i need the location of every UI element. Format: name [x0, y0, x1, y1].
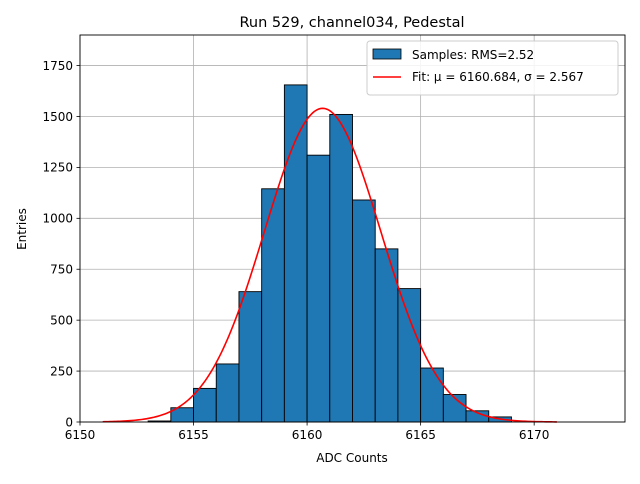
fit-curve: [102, 107, 557, 423]
y-tick-label: 1500: [42, 110, 73, 124]
x-axis-label: ADC Counts: [316, 451, 388, 465]
histogram-bar: [329, 113, 353, 423]
x-axis-ticks: 6150 6155 6160 6165 6170: [65, 422, 550, 442]
y-tick-label: 1250: [42, 161, 73, 175]
legend-label-fit: Fit: μ = 6160.684, σ = 2.567: [412, 70, 584, 84]
y-tick-label: 1750: [42, 59, 73, 73]
x-tick-label: 6155: [178, 428, 209, 442]
histogram-bar: [238, 291, 263, 423]
plot-frame: [79, 34, 626, 423]
histogram-bar: [283, 84, 308, 423]
y-tick-label: 750: [50, 263, 73, 277]
y-tick-label: 0: [65, 415, 73, 429]
histogram-bar: [352, 199, 376, 423]
y-axis-label: Entries: [15, 208, 29, 250]
histogram-bar: [215, 363, 240, 423]
histogram-bars: [147, 84, 512, 423]
x-tick-label: 6160: [292, 428, 323, 442]
y-tick-label: 500: [50, 313, 73, 327]
histogram-bar: [193, 387, 217, 423]
legend-swatch-samples: [372, 48, 402, 60]
histogram-bar: [420, 367, 444, 423]
legend-box: [366, 40, 619, 96]
x-tick-label: 6165: [405, 428, 436, 442]
chart-title: Run 529, channel034, Pedestal: [239, 15, 464, 31]
y-tick-label: 1000: [42, 212, 73, 226]
x-tick-label: 6150: [65, 428, 96, 442]
histogram-bar: [306, 154, 331, 423]
legend: Samples: RMS=2.52 Fit: μ = 6160.684, σ =…: [366, 40, 619, 96]
histogram-bar: [397, 288, 422, 423]
y-axis-ticks: 0 250 500 750 1000 1250 1500 1750: [42, 59, 80, 429]
histogram-bar: [261, 188, 285, 423]
x-tick-label: 6170: [519, 428, 550, 442]
y-tick-label: 250: [50, 364, 73, 378]
legend-label-samples: Samples: RMS=2.52: [412, 48, 534, 62]
